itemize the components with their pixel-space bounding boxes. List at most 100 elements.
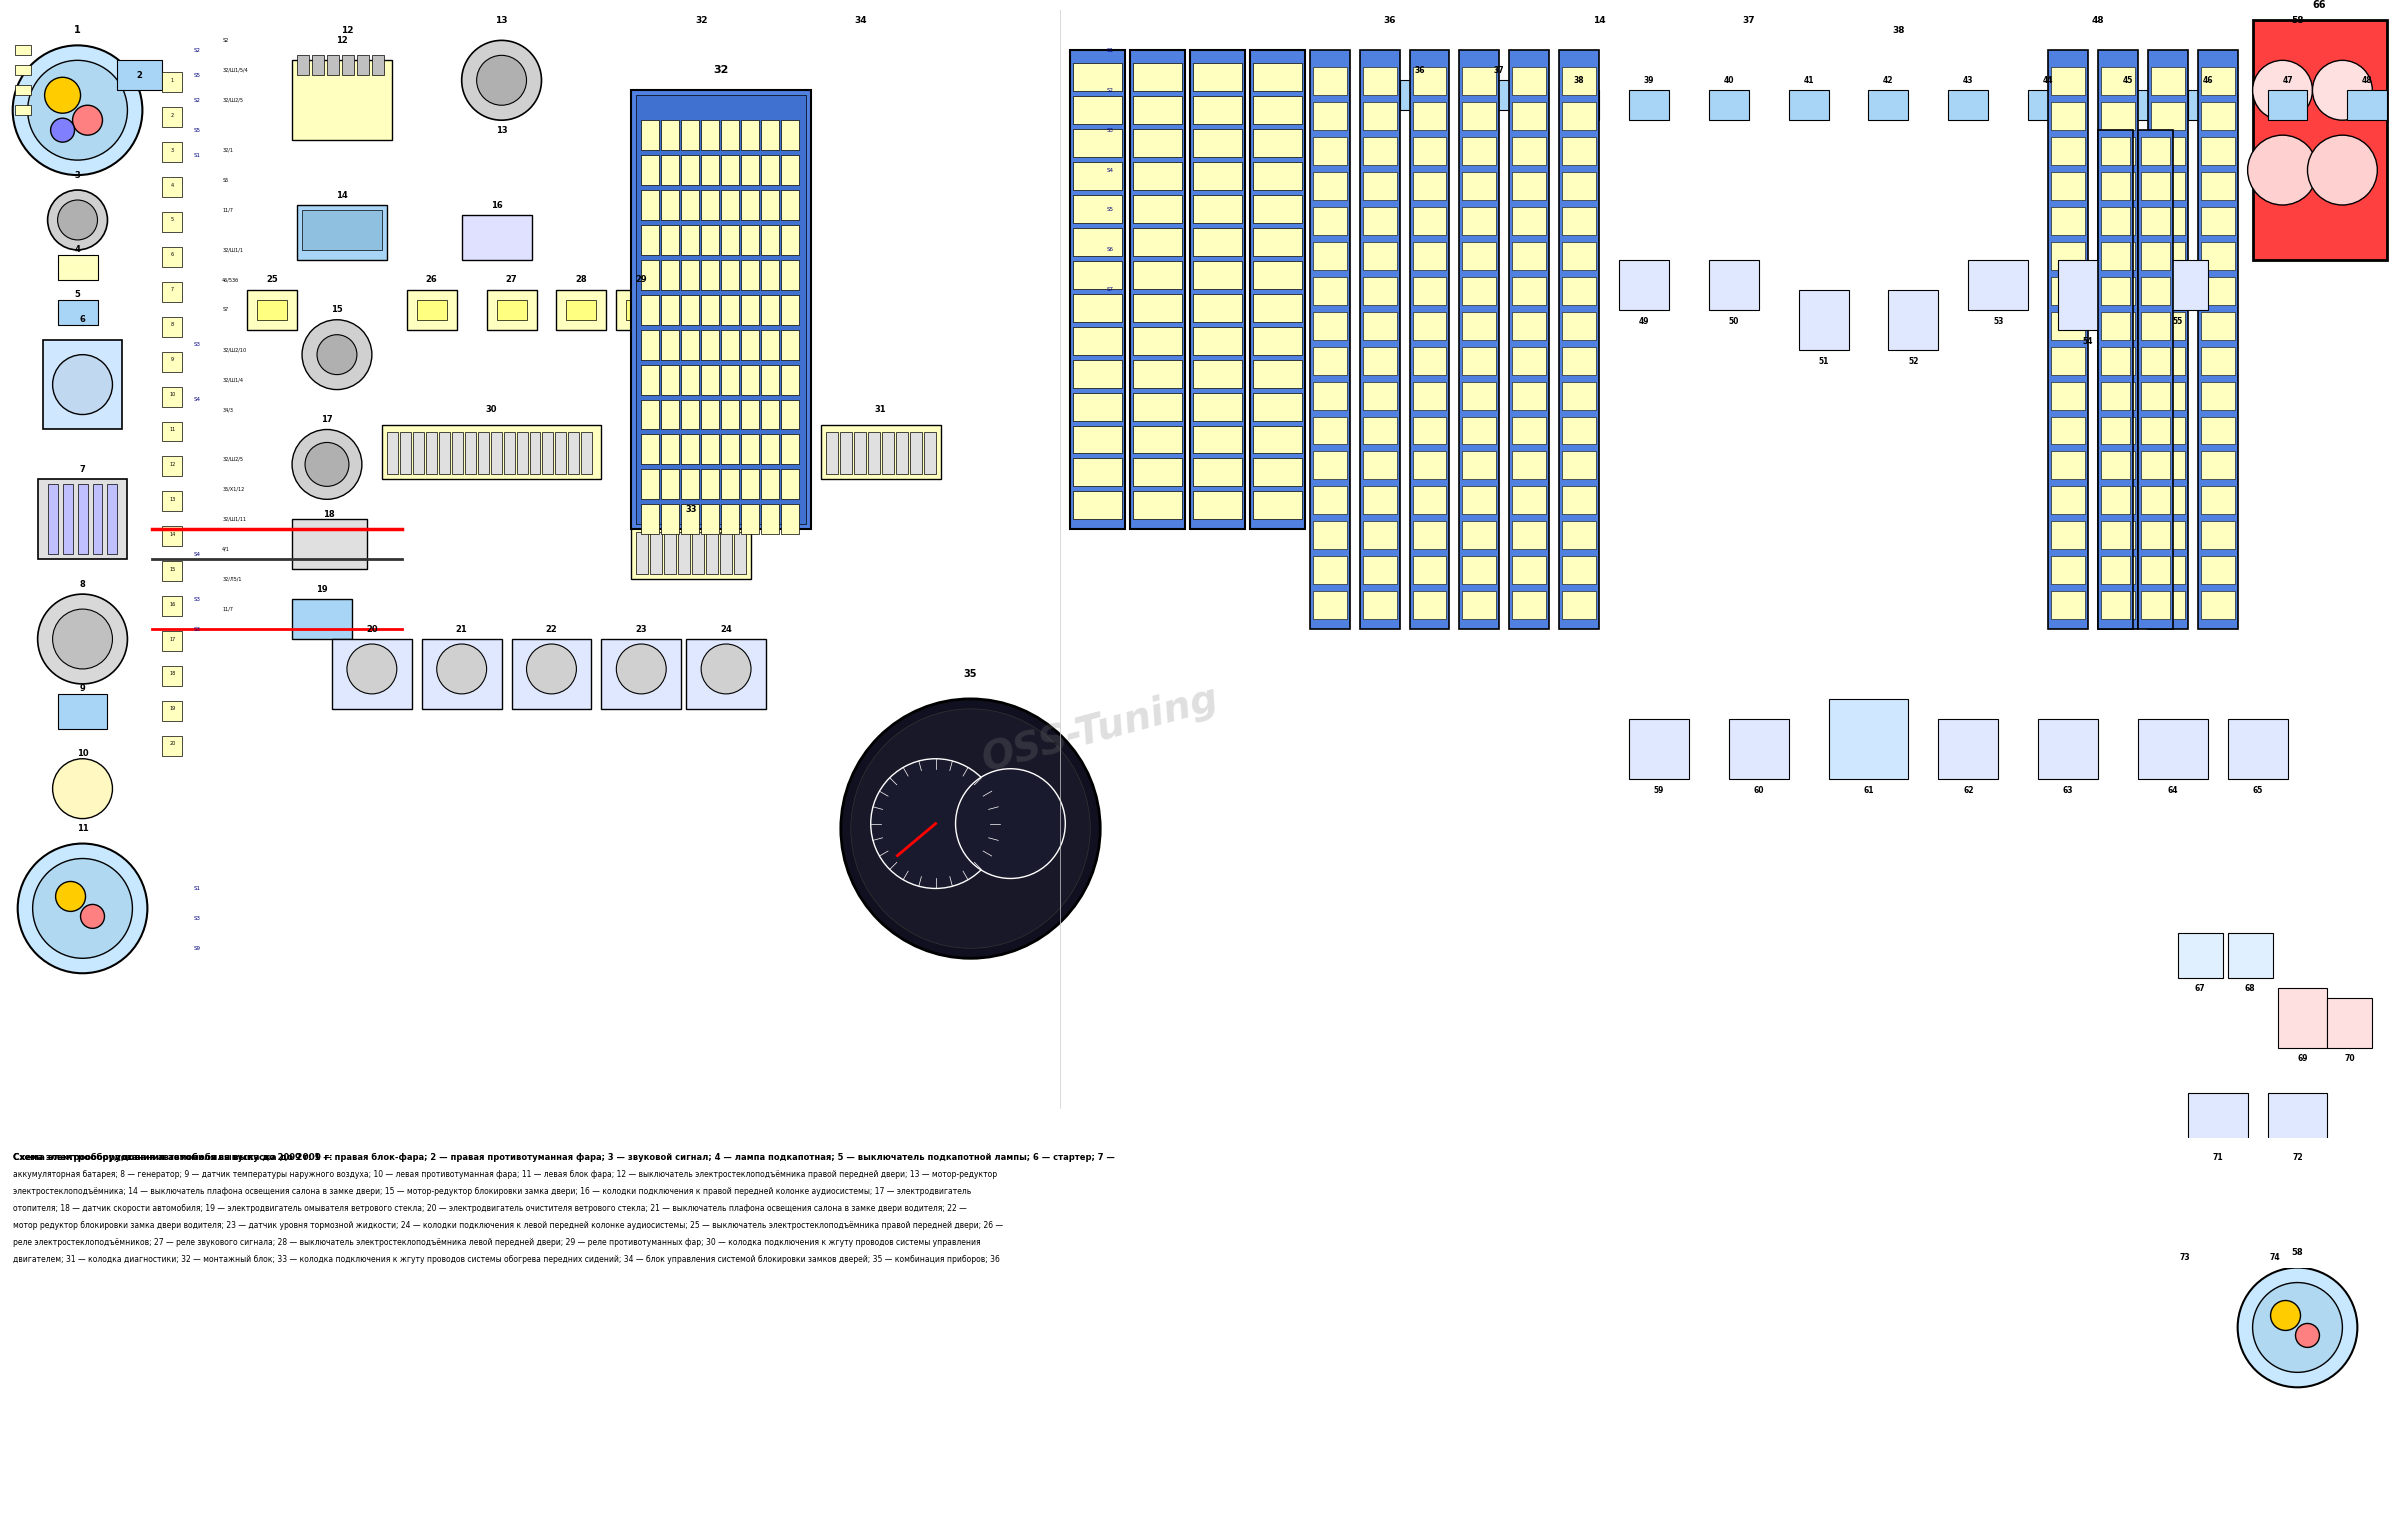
Bar [2150,67,2184,95]
Bar [1709,260,1759,310]
Bar [742,365,758,394]
Bar [2150,173,2184,200]
Bar [557,290,607,330]
Bar [854,432,866,475]
Bar [2141,241,2170,270]
Text: 74: 74 [2270,1254,2280,1263]
Bar [1133,360,1183,388]
Bar [742,504,758,534]
Bar [641,121,660,150]
Bar [1363,521,1397,550]
Bar [641,504,660,534]
Bar [780,330,799,360]
Circle shape [53,609,113,669]
Circle shape [53,759,113,818]
Bar [641,224,660,255]
Text: 71: 71 [2213,1153,2222,1162]
Bar [1560,50,1598,629]
Text: 44: 44 [2042,76,2054,86]
Bar [617,290,667,330]
Bar [679,533,691,574]
Bar [1562,102,1596,130]
Bar [1949,90,1987,121]
Text: 23: 23 [636,625,648,634]
Text: 32/Ш2/10: 32/Ш2/10 [223,347,247,353]
Bar [1073,492,1123,519]
Bar [761,330,780,360]
Bar [1414,173,1447,200]
Bar [504,432,514,475]
Bar [2052,241,2086,270]
Bar [1562,347,1596,374]
Circle shape [2254,1283,2342,1373]
Bar [2141,312,2170,339]
Bar [1250,50,1306,530]
Bar [2100,241,2129,270]
Text: 63: 63 [2062,786,2074,796]
Bar [682,121,698,150]
Text: 21: 21 [456,625,468,634]
Bar [1512,521,1546,550]
Text: 72: 72 [2292,1153,2304,1162]
Text: Ш2: Ш2 [1193,31,1207,40]
Bar [2141,208,2170,235]
Text: 60: 60 [1754,786,1764,796]
Bar [14,46,31,55]
Bar [1073,130,1123,157]
Bar [780,156,799,185]
Bar [1414,487,1447,515]
Text: 7: 7 [170,287,173,292]
Bar [566,299,595,319]
Bar [2141,137,2170,165]
Bar [662,400,679,429]
Text: S2: S2 [223,38,228,43]
Bar [2150,312,2184,339]
Bar [2100,137,2129,165]
Bar [1073,293,1123,322]
Bar [720,121,739,150]
Bar [2100,276,2129,305]
Circle shape [701,644,751,693]
Bar [1512,487,1546,515]
Bar [1363,556,1397,585]
Text: S5: S5 [194,128,202,133]
Bar [780,295,799,325]
Text: S4: S4 [1106,168,1114,173]
Bar [2052,417,2086,444]
Text: 35: 35 [965,669,977,680]
Bar [1313,241,1346,270]
Bar [1073,426,1123,454]
Bar [2201,173,2234,200]
Bar [1512,417,1546,444]
Bar [701,400,720,429]
Bar [2100,67,2136,95]
Bar [641,330,660,360]
Text: 41: 41 [1802,76,1814,86]
Bar [720,189,739,220]
Bar [650,533,662,574]
Bar [163,666,182,686]
Bar [2328,999,2371,1048]
Text: 48: 48 [2093,15,2105,24]
Text: S1: S1 [1106,47,1114,53]
Bar [293,519,367,570]
Bar [662,504,679,534]
Bar [761,365,780,394]
Text: 31: 31 [876,405,886,414]
Bar [14,86,31,95]
Bar [821,425,941,479]
Bar [2201,208,2234,235]
Bar [2098,130,2134,629]
Bar [761,400,780,429]
Bar [1478,81,1519,110]
Bar [1630,90,1668,121]
Text: 12: 12 [341,26,353,35]
Bar [641,400,660,429]
Circle shape [46,78,82,113]
Circle shape [2237,1267,2357,1388]
Bar [701,224,720,255]
Bar [293,599,353,638]
Bar [2100,312,2136,339]
Text: 59: 59 [1654,786,1663,796]
Text: 9: 9 [170,357,173,362]
